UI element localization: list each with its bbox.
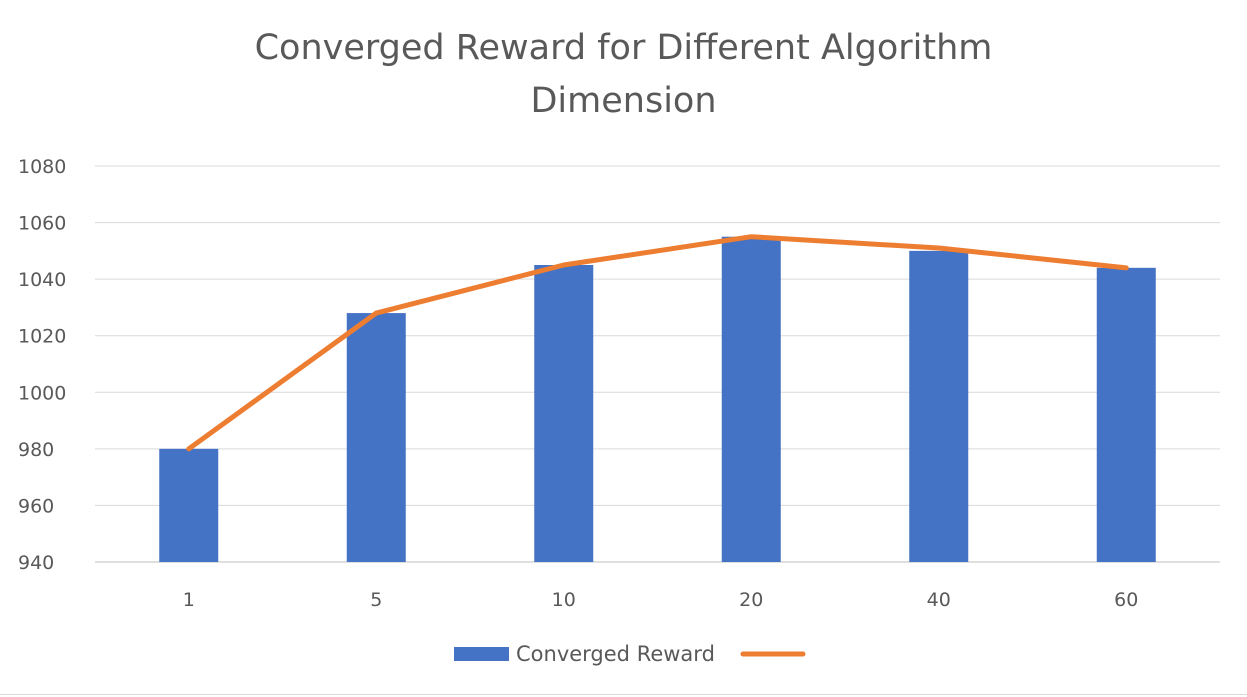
y-tick-label: 960 <box>18 495 54 517</box>
chart-title-line-2: Dimension <box>530 81 717 121</box>
bar-10 <box>534 265 594 562</box>
bar-5 <box>346 313 406 562</box>
bar-40 <box>909 250 969 562</box>
y-tick-label: 1060 <box>18 213 66 235</box>
bar-60 <box>1096 267 1156 562</box>
legend-bar-label: Converged Reward <box>516 642 715 666</box>
y-tick-label: 1000 <box>18 382 66 404</box>
legend-bar-swatch <box>454 647 509 661</box>
legend: Converged Reward <box>454 642 806 666</box>
y-axis-tick-labels: 940 960 980 1000 1020 1040 1060 1080 <box>18 156 66 574</box>
x-tick-label: 60 <box>1114 589 1138 611</box>
x-tick-label: 20 <box>739 589 763 611</box>
bar-1 <box>159 448 219 562</box>
bar-20 <box>721 236 781 562</box>
y-tick-label: 1020 <box>18 326 66 348</box>
bottom-rule <box>0 694 1247 695</box>
y-tick-label: 940 <box>18 552 54 574</box>
y-tick-label: 1080 <box>18 156 66 178</box>
y-tick-label: 1040 <box>18 269 66 291</box>
x-tick-label: 1 <box>183 589 195 611</box>
x-tick-label: 10 <box>552 589 576 611</box>
chart-title-line-1: Converged Reward for Different Algorithm <box>254 28 993 68</box>
trend-line <box>186 234 1129 452</box>
x-tick-label: 40 <box>927 589 951 611</box>
bar-series <box>159 236 1156 562</box>
chart-title: Converged Reward for Different Algorithm… <box>0 22 1247 128</box>
x-axis-tick-labels: 1 5 10 20 40 60 <box>183 589 1139 611</box>
x-tick-label: 5 <box>370 589 382 611</box>
line-series <box>186 234 1129 452</box>
y-tick-label: 980 <box>18 439 54 461</box>
gridlines <box>95 165 1220 563</box>
